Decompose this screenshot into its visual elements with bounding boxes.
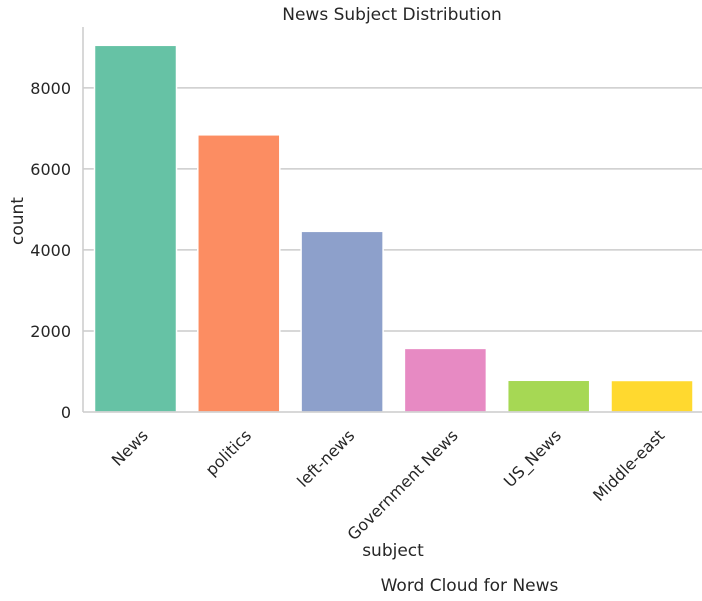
x-axis-label: subject [362, 541, 424, 561]
x-tick-label: US_News [500, 426, 566, 492]
x-tick-label: News [108, 426, 152, 470]
x-tick-label: politics [202, 426, 256, 480]
chart-title: News Subject Distribution [282, 5, 501, 25]
x-tick-label: Middle-east [589, 426, 668, 505]
bar-left-news [301, 231, 383, 412]
y-axis-label: count [8, 197, 28, 245]
bar-US_News [508, 380, 590, 412]
x-tick-label: Government News [344, 426, 462, 544]
y-tick-label: 8000 [30, 79, 71, 98]
y-tick-label: 2000 [30, 322, 71, 341]
y-tick-label: 6000 [30, 160, 71, 179]
y-tick-label: 0 [61, 403, 71, 422]
bar-Middle-east [611, 380, 693, 412]
x-tick-label: left-news [293, 426, 358, 491]
word-cloud-caption: Word Cloud for News [0, 576, 702, 596]
y-tick-label: 4000 [30, 241, 71, 260]
bars [95, 45, 694, 412]
bar-Government News [404, 348, 486, 412]
bar-News [95, 45, 177, 412]
bar-politics [198, 135, 280, 412]
y-tick-labels: 0 2000 4000 6000 8000 [30, 79, 71, 422]
